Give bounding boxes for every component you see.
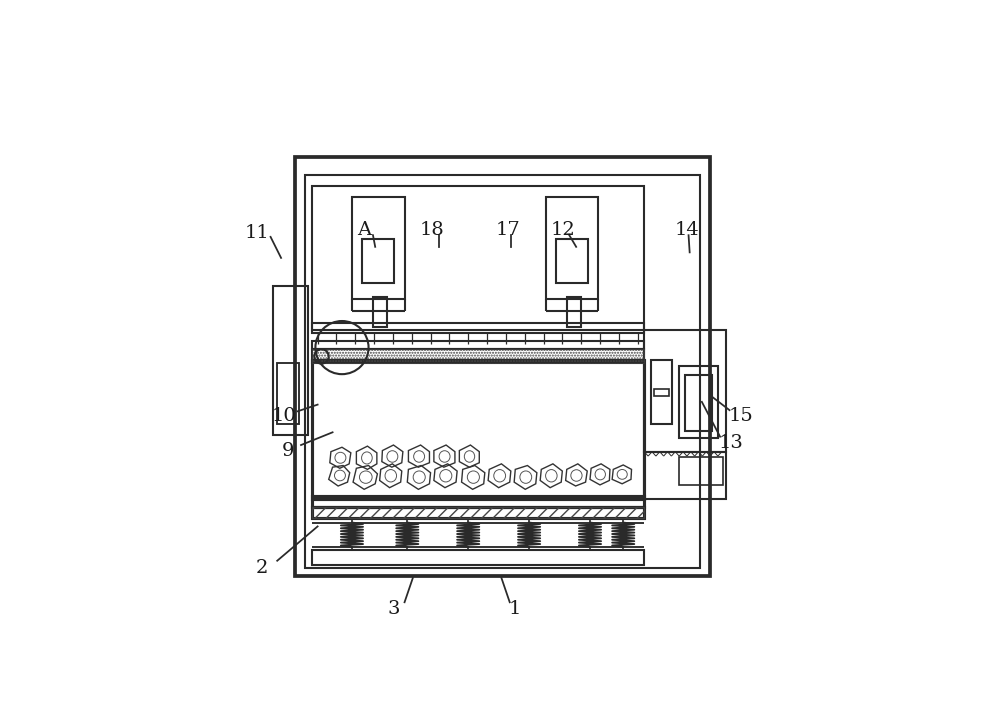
Text: 13: 13: [719, 434, 744, 452]
Bar: [312, 341, 644, 349]
Bar: [305, 175, 700, 568]
Bar: [352, 197, 405, 299]
Bar: [362, 239, 394, 283]
Bar: [546, 197, 598, 299]
Bar: [312, 349, 644, 363]
Bar: [556, 239, 588, 283]
Text: 2: 2: [256, 559, 268, 577]
Text: 14: 14: [675, 221, 699, 239]
Text: 1: 1: [509, 600, 521, 618]
Bar: [654, 388, 669, 396]
Bar: [567, 297, 581, 327]
Bar: [273, 285, 308, 435]
Text: 18: 18: [420, 221, 445, 239]
Bar: [295, 157, 710, 576]
Text: A: A: [357, 221, 371, 239]
Bar: [679, 366, 718, 438]
Bar: [312, 507, 644, 518]
Bar: [373, 297, 387, 327]
Bar: [644, 330, 726, 452]
Bar: [312, 496, 644, 507]
Bar: [312, 549, 644, 565]
Bar: [312, 323, 644, 333]
Bar: [277, 363, 299, 424]
Text: 17: 17: [496, 221, 520, 239]
Text: 10: 10: [272, 407, 297, 425]
Text: 11: 11: [244, 224, 269, 242]
Bar: [312, 186, 644, 330]
Text: 12: 12: [551, 221, 576, 239]
Text: 9: 9: [281, 441, 294, 459]
Bar: [644, 452, 726, 499]
Text: 15: 15: [728, 407, 753, 425]
Bar: [679, 457, 723, 485]
Bar: [312, 360, 644, 499]
Bar: [651, 360, 672, 424]
Text: 3: 3: [387, 600, 400, 618]
Bar: [685, 375, 712, 431]
